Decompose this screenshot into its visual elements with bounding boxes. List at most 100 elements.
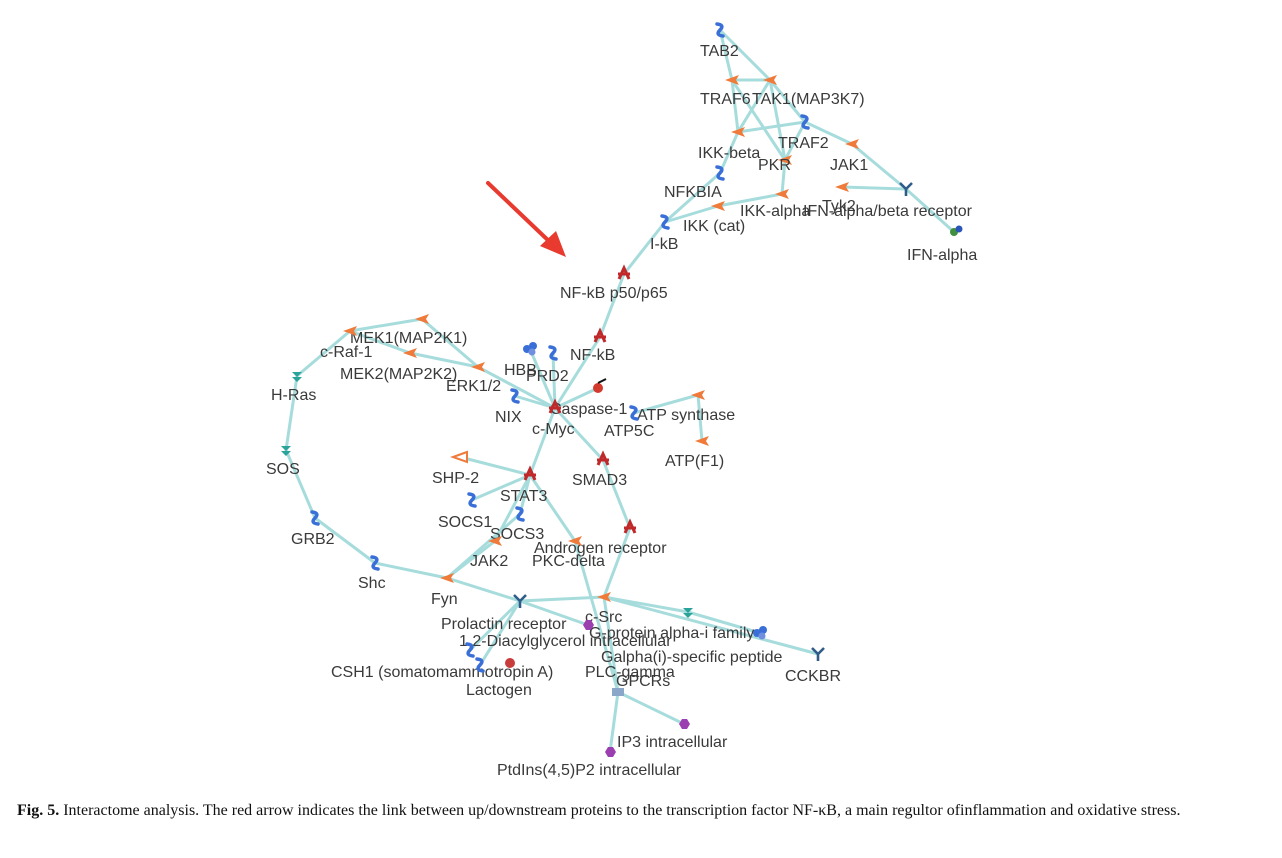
node-IKKalpha: IKK-alpha xyxy=(740,189,810,220)
edge-ATPsyn-ATP5C xyxy=(632,393,700,415)
node-GPCRs: GPCRs xyxy=(612,673,670,696)
node-label: JAK2 xyxy=(470,553,508,570)
node-label: c-Src xyxy=(585,609,622,626)
node-STAT3: STAT3 xyxy=(500,465,548,505)
node-CSH1: CSH1 (somatomammotropin A) xyxy=(331,642,553,681)
kinase-icon xyxy=(731,127,745,137)
kinase-icon xyxy=(775,189,789,199)
node-label: PKC-delta xyxy=(532,553,605,570)
receptor-group-icon xyxy=(612,688,624,696)
kinase-icon xyxy=(695,436,709,446)
node-label: IFN-alpha/beta receptor xyxy=(803,203,973,220)
node-TRAF6: TRAF6 xyxy=(700,75,751,108)
edge-TAK1-TRAF2 xyxy=(768,78,807,124)
edge-Gai-GaiPep xyxy=(686,610,762,635)
node-label: CSH1 (somatomammotropin A) xyxy=(331,664,553,681)
edge-MEK1-ERK xyxy=(420,317,480,369)
node-ATPF1: ATP(F1) xyxy=(665,436,724,470)
binding-protein-icon xyxy=(310,510,320,526)
kinase-icon xyxy=(691,390,705,400)
node-label: PtdIns(4,5)P2 intracellular xyxy=(497,762,682,779)
node-label: G-protein alpha-i family xyxy=(589,625,754,642)
edge-PKCd-GPCRs xyxy=(573,539,620,694)
kinase-icon xyxy=(568,536,582,546)
binding-protein-icon xyxy=(629,405,639,421)
receptor-icon xyxy=(811,647,825,661)
node-label: c-Raf-1 xyxy=(320,344,373,361)
node-PRD2: PRD2 xyxy=(526,345,569,385)
node-label: Galpha(i)-specific peptide xyxy=(601,649,783,666)
edge-cSrc-GPCRs xyxy=(602,595,620,694)
node-ATPsyn: ATP synthase xyxy=(637,390,735,424)
edge-cMyc-SMAD3 xyxy=(553,406,605,462)
node-label: Lactogen xyxy=(466,682,532,699)
edge-TRAF2-IKKbeta xyxy=(736,120,807,134)
node-PRLR: Prolactin receptor xyxy=(441,594,567,633)
node-label: SOS xyxy=(266,461,300,478)
binding-protein-icon xyxy=(370,555,380,571)
edge-GPCRs-PIP2 xyxy=(608,690,620,754)
node-Gai: G-protein alpha-i family xyxy=(589,608,754,642)
binding-protein-icon xyxy=(510,388,520,404)
caption-text: Interactome analysis. The red arrow indi… xyxy=(63,802,1181,819)
node-label: MEK2(MAP2K2) xyxy=(340,366,457,383)
kinase-icon xyxy=(343,326,357,336)
edge-NFkB-cMyc xyxy=(553,335,602,410)
node-GaiPep: Galpha(i)-specific peptide xyxy=(601,626,783,666)
binding-protein-icon xyxy=(715,22,725,38)
edge-NFKBIA-IkB xyxy=(663,171,722,224)
binding-protein-icon xyxy=(467,492,477,508)
node-label: STAT3 xyxy=(500,488,548,505)
node-label: SOCS3 xyxy=(490,526,544,543)
edge-IKKcat-IkB xyxy=(663,204,720,224)
node-label: Prolactin receptor xyxy=(441,616,567,633)
edge-PRLR-CSH1 xyxy=(468,599,522,652)
caption-label: Fig. 5. xyxy=(17,802,60,819)
node-label: IKK-beta xyxy=(698,145,760,162)
node-label: I-kB xyxy=(650,236,678,253)
ligand-icon xyxy=(950,225,963,236)
transcription-factor-icon xyxy=(623,518,637,534)
kinase-icon xyxy=(403,348,417,358)
node-label: TAB2 xyxy=(700,43,739,60)
edge-STAT3-PKCd xyxy=(528,473,577,543)
edge-TAK1-PKR xyxy=(768,78,787,162)
node-NIX: NIX xyxy=(495,388,522,426)
binding-protein-icon xyxy=(800,114,810,130)
edge-AR-cSrc xyxy=(602,526,632,599)
node-PIP2: PtdIns(4,5)P2 intracellular xyxy=(497,747,682,779)
node-label: TAK1(MAP3K7) xyxy=(752,91,865,108)
node-label: 1,2-Diacylglycerol intracellular xyxy=(459,633,672,650)
edge-GPCRs-IP3 xyxy=(616,690,686,726)
small-molecule-icon xyxy=(679,719,690,729)
transcription-factor-icon xyxy=(593,327,607,343)
edge-ATPsyn-ATPF1 xyxy=(696,393,704,443)
node-label: Caspase-1 xyxy=(550,401,627,418)
edge-MEK2-ERK xyxy=(408,351,480,369)
node-SHP2: SHP-2 xyxy=(432,450,479,487)
kinase-icon xyxy=(778,155,792,165)
node-cMyc: c-Myc xyxy=(532,398,575,438)
edge-cSrc-CCKBR xyxy=(602,595,820,656)
node-JAK2: JAK2 xyxy=(470,536,508,570)
edge-TRAF6-PKR xyxy=(730,78,787,162)
node-SOCS3: SOCS3 xyxy=(490,506,544,543)
node-IFNa: IFN-alpha xyxy=(907,225,977,264)
edge-IkB-NFkBp xyxy=(622,220,667,276)
node-NFkBp: NF-kB p50/p65 xyxy=(560,264,668,302)
node-IKKbeta: IKK-beta xyxy=(698,127,760,162)
node-label: PLC-gamma xyxy=(585,664,675,681)
node-Shc: Shc xyxy=(358,555,386,592)
edge-Shc-Fyn xyxy=(373,561,449,580)
node-HBB: HBB xyxy=(504,342,537,379)
kinase-icon xyxy=(763,75,777,85)
network-edges xyxy=(284,28,956,754)
kinase-icon xyxy=(835,182,849,192)
g-protein-icon xyxy=(292,372,302,382)
node-label: NIX xyxy=(495,409,522,426)
binding-protein-icon xyxy=(465,642,475,658)
edge-MEK1-cRaf xyxy=(348,317,424,333)
edge-SOCS3-Fyn xyxy=(445,512,522,580)
node-IkB: I-kB xyxy=(650,214,678,253)
